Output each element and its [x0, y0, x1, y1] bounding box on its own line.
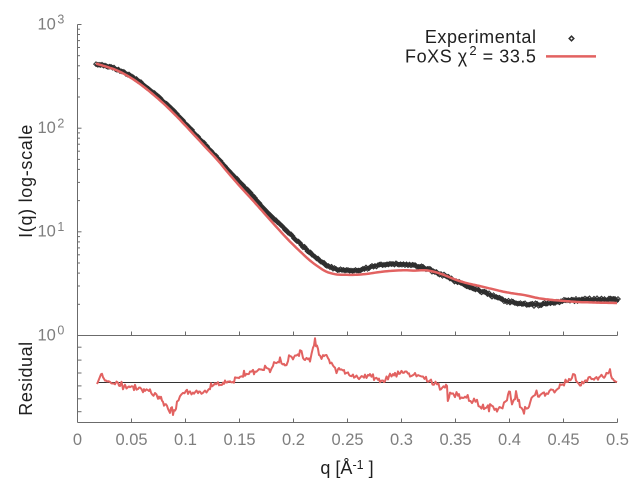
- svg-text:10: 10: [37, 326, 55, 344]
- svg-text:0.15: 0.15: [223, 431, 255, 449]
- svg-text:0.45: 0.45: [547, 431, 579, 449]
- svg-text:0.05: 0.05: [115, 431, 147, 449]
- svg-text:3: 3: [57, 13, 64, 27]
- svg-text:0.35: 0.35: [439, 431, 471, 449]
- svg-text:Experimental: Experimental: [425, 27, 537, 47]
- svg-text:Residual: Residual: [16, 341, 36, 415]
- svg-text:0: 0: [73, 431, 82, 449]
- svg-text:10: 10: [37, 119, 55, 137]
- svg-text:0: 0: [57, 324, 64, 338]
- svg-text:I(q) log-scale: I(q) log-scale: [16, 124, 36, 238]
- svg-text:FoXS χ2 = 33.5: FoXS χ2 = 33.5: [405, 43, 536, 67]
- svg-text:0.4: 0.4: [498, 431, 521, 449]
- svg-text:0.2: 0.2: [282, 431, 305, 449]
- svg-text:10: 10: [37, 223, 55, 241]
- svg-text:0.1: 0.1: [174, 431, 197, 449]
- svg-text:1: 1: [57, 220, 64, 234]
- svg-text:0.25: 0.25: [331, 431, 363, 449]
- svg-text:0.3: 0.3: [390, 431, 413, 449]
- svg-text:2: 2: [57, 116, 64, 130]
- svg-text:0.5: 0.5: [606, 431, 629, 449]
- svg-text:10: 10: [37, 15, 55, 33]
- svg-text:q [Å-1 ]: q [Å-1 ]: [320, 458, 373, 478]
